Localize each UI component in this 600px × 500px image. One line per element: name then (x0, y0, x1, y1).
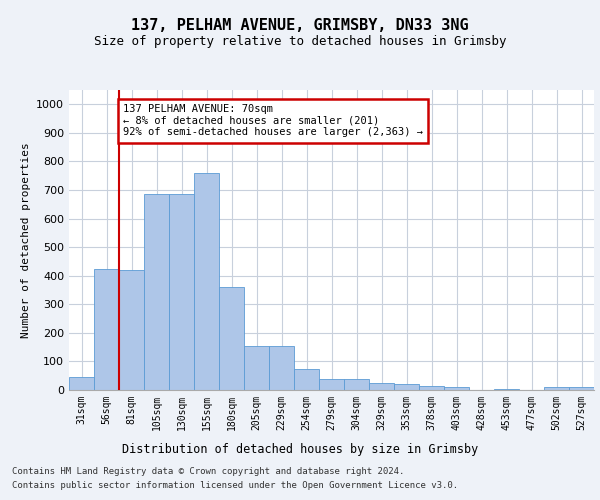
Bar (69, 376, 94, 390)
Bar (244, 346, 269, 390)
Bar (369, 383, 394, 390)
Bar (319, 380, 344, 390)
Bar (419, 386, 444, 390)
Bar (144, 194, 169, 390)
Text: 137, PELHAM AVENUE, GRIMSBY, DN33 3NG: 137, PELHAM AVENUE, GRIMSBY, DN33 3NG (131, 18, 469, 32)
Y-axis label: Number of detached properties: Number of detached properties (20, 142, 31, 338)
Bar (494, 388, 519, 390)
Text: Distribution of detached houses by size in Grimsby: Distribution of detached houses by size … (122, 442, 478, 456)
Bar (294, 368, 319, 390)
Text: Size of property relative to detached houses in Grimsby: Size of property relative to detached ho… (94, 35, 506, 48)
Bar (169, 194, 194, 390)
Text: Contains HM Land Registry data © Crown copyright and database right 2024.: Contains HM Land Registry data © Crown c… (12, 468, 404, 476)
Bar (194, 173, 219, 390)
Text: Contains public sector information licensed under the Open Government Licence v3: Contains public sector information licen… (12, 481, 458, 490)
Bar (119, 270, 144, 390)
Bar (344, 380, 369, 390)
Bar (444, 387, 469, 390)
Text: 137 PELHAM AVENUE: 70sqm
← 8% of detached houses are smaller (201)
92% of semi-d: 137 PELHAM AVENUE: 70sqm ← 8% of detache… (123, 104, 423, 138)
Bar (394, 384, 419, 390)
Bar (269, 346, 294, 390)
Bar (219, 287, 244, 390)
Bar (544, 387, 569, 390)
Bar (94, 268, 119, 390)
Bar (569, 387, 594, 390)
